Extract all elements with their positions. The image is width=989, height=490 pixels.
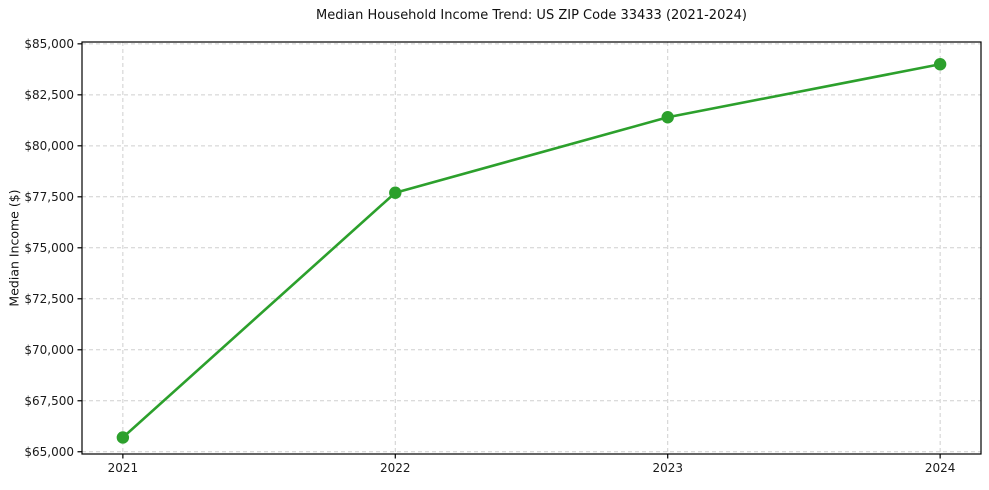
y-tick-label: $67,500 (24, 394, 74, 408)
y-tick-label: $65,000 (24, 445, 74, 459)
y-tick-label: $85,000 (24, 37, 74, 51)
y-tick-label: $77,500 (24, 190, 74, 204)
trend-line (121, 62, 942, 439)
data-point-2022 (389, 186, 402, 199)
x-tick-label: 2024 (925, 461, 956, 475)
x-tick-label: 2023 (652, 461, 683, 475)
data-point-2023 (661, 111, 674, 124)
chart-title: Median Household Income Trend: US ZIP Co… (316, 8, 747, 23)
y-tick-label: $82,500 (24, 88, 74, 102)
y-tick-label: $72,500 (24, 292, 74, 306)
data-point-2024 (933, 58, 947, 71)
data-point-2021 (116, 431, 130, 444)
x-tick-label: 2021 (108, 461, 139, 475)
y-tick-label: $70,000 (24, 343, 74, 357)
x-tick-label: 2022 (380, 461, 411, 475)
plot-border (81, 41, 982, 455)
y-tick-label: $75,000 (24, 241, 74, 255)
y-tick-label: $80,000 (24, 139, 74, 153)
